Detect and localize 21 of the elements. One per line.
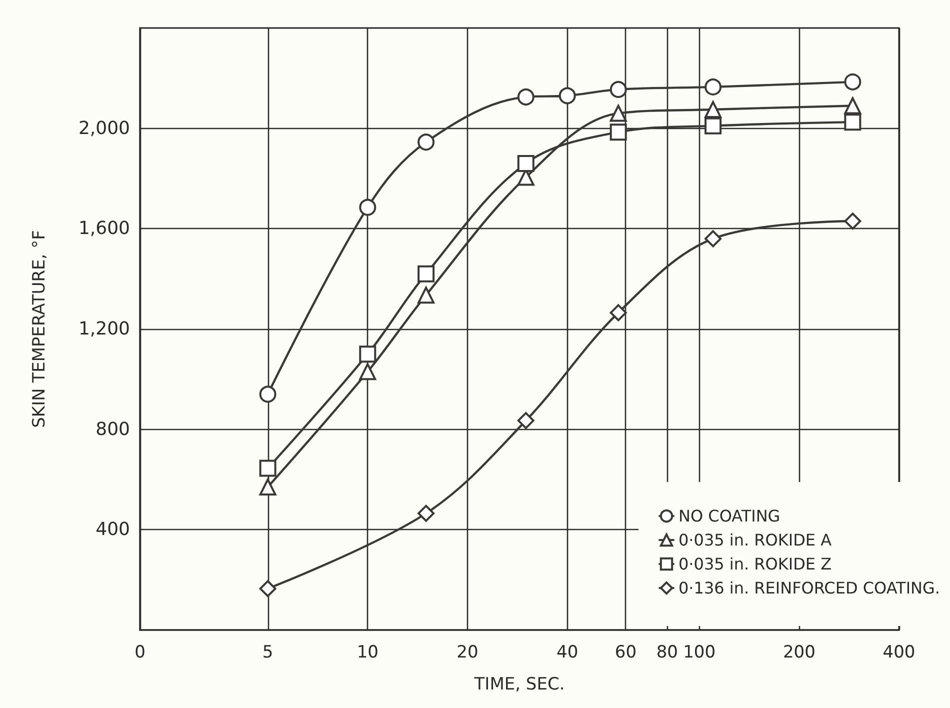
- y-tick-label: 2,000: [78, 118, 130, 139]
- y-tick-label: 1,200: [78, 318, 130, 340]
- x-tick-label: 400: [882, 642, 916, 662]
- x-tick-label: 10: [356, 642, 378, 662]
- y-tick-label: 800: [96, 418, 130, 440]
- x-axis-title: TIME, SEC.: [473, 674, 565, 694]
- y-axis-title: SKIN TEMPERATURE, °F: [30, 230, 50, 428]
- x-tick-label: 200: [782, 642, 816, 662]
- x-tick-label: 80: [656, 642, 678, 662]
- legend-label: NO COATING: [678, 506, 780, 526]
- x-tick-label: 100: [683, 642, 716, 662]
- x-tick-label: 0: [134, 642, 146, 662]
- legend-label: 0·136 in. REINFORCED COATING.: [678, 578, 940, 598]
- x-tick-label: 20: [456, 642, 478, 662]
- x-tick-label: 5: [262, 642, 274, 662]
- x-tick-label: 40: [556, 642, 578, 662]
- legend-label: 0·035 in. ROKIDE A: [678, 530, 832, 550]
- legend-label: 0·035 in. ROKIDE Z: [678, 554, 832, 574]
- x-tick-label: 60: [614, 642, 637, 662]
- y-tick-label: 1,600: [78, 218, 130, 240]
- y-tick-label: 400: [96, 519, 130, 540]
